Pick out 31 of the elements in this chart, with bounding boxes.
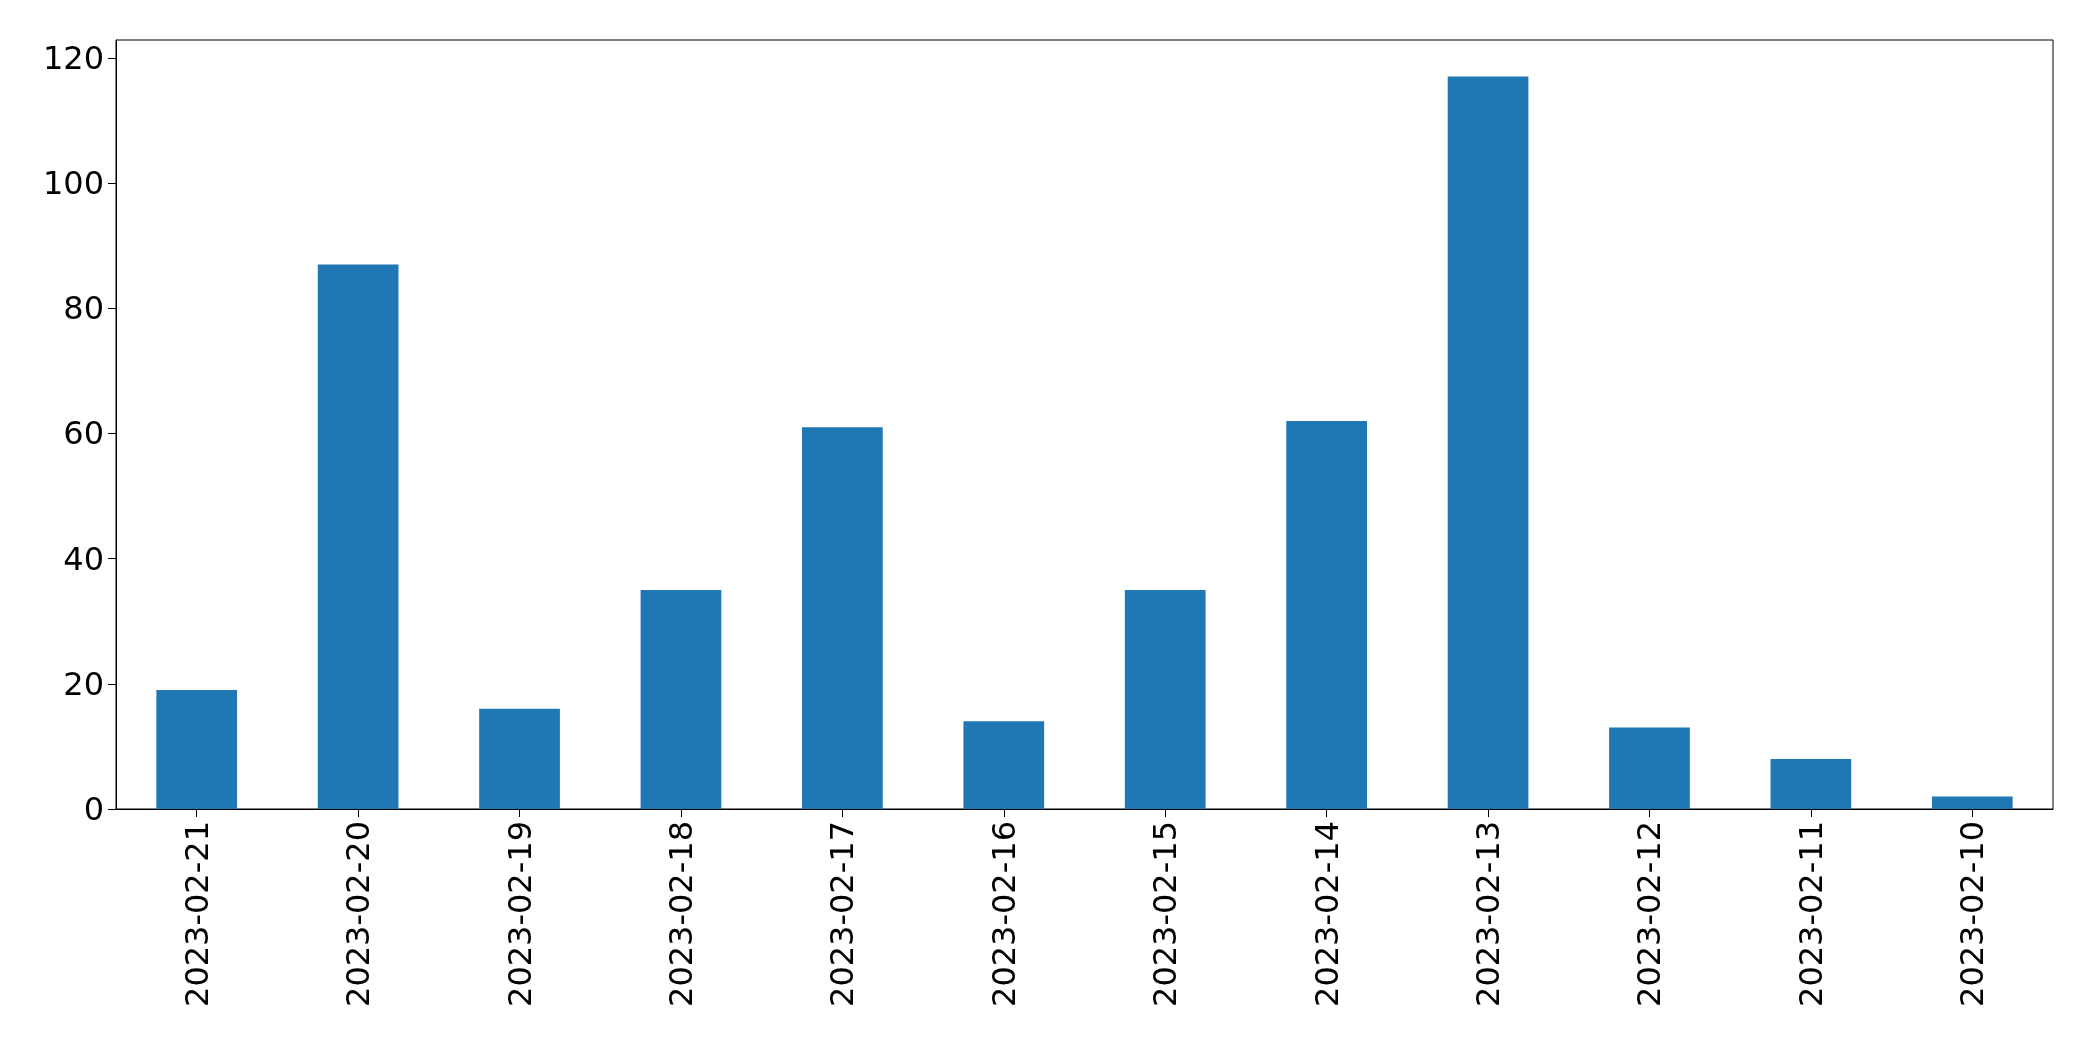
- bar: [156, 690, 238, 809]
- x-tick-label: 2023-02-11: [1791, 821, 1830, 1007]
- y-tick-label: 120: [42, 38, 104, 77]
- x-tick-label: 2023-02-19: [500, 821, 539, 1007]
- bar: [1286, 420, 1367, 809]
- x-tick-label: 2023-02-17: [823, 821, 862, 1007]
- x-tick-label: 2023-02-10: [1953, 821, 1992, 1007]
- y-tick-label: 100: [42, 164, 104, 203]
- bar: [802, 427, 883, 809]
- x-tick-label: 2023-02-12: [1630, 821, 1669, 1007]
- bar: [317, 264, 399, 809]
- x-tick-label: 2023-02-16: [984, 821, 1023, 1007]
- bar: [640, 589, 722, 809]
- bar: [1609, 727, 1690, 809]
- y-tick-label: 60: [63, 414, 104, 453]
- bar: [1447, 76, 1529, 809]
- x-tick-label: 2023-02-20: [339, 821, 378, 1007]
- bar: [1931, 796, 2013, 809]
- bar: [479, 708, 560, 809]
- y-tick-label: 40: [63, 539, 104, 578]
- y-tick-label: 80: [63, 289, 104, 328]
- bar: [1770, 758, 1852, 809]
- y-tick-label: 0: [83, 790, 104, 828]
- x-tick-label: 2023-02-18: [661, 821, 700, 1007]
- bar: [1124, 589, 1206, 809]
- x-tick-label: 2023-02-13: [1469, 821, 1508, 1007]
- y-tick-label: 20: [63, 664, 104, 703]
- x-tick-label: 2023-02-21: [177, 821, 216, 1007]
- bar: [963, 721, 1045, 809]
- x-tick-label: 2023-02-15: [1146, 821, 1185, 1007]
- x-tick-label: 2023-02-14: [1307, 821, 1346, 1007]
